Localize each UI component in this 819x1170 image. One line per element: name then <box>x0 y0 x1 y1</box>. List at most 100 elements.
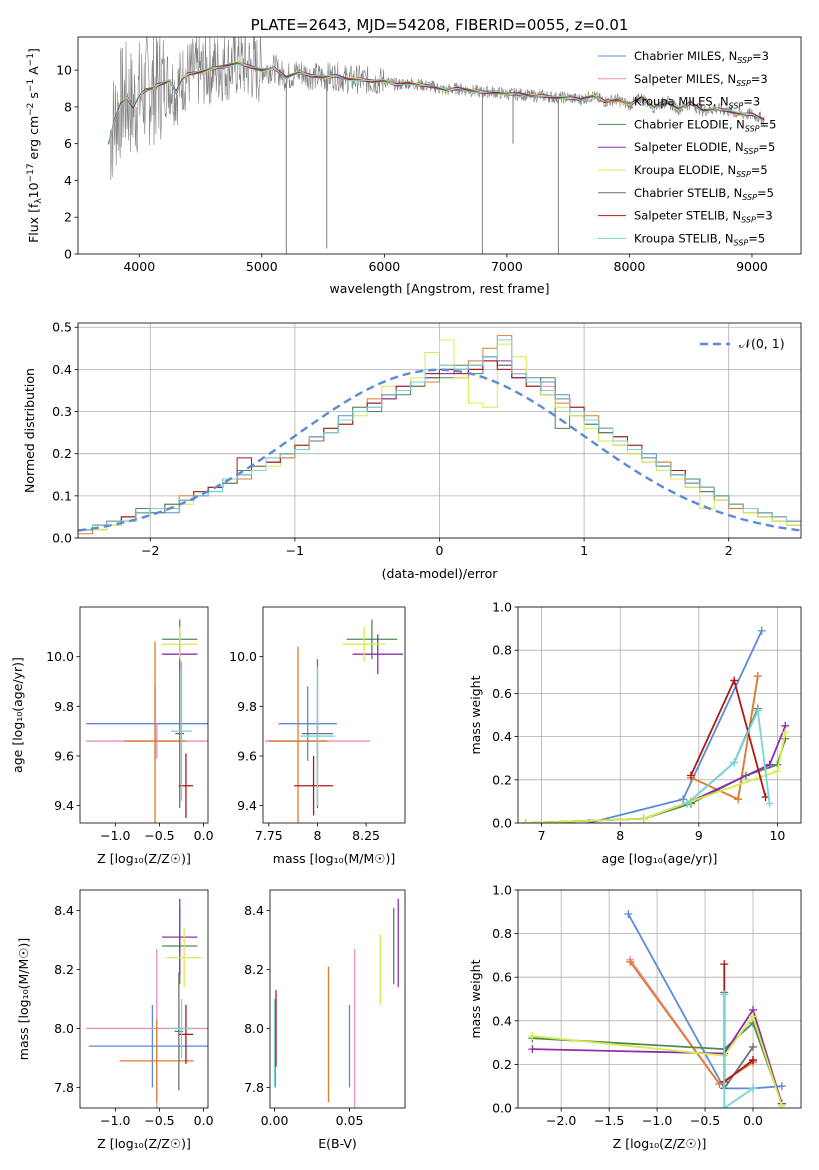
x-axis-label: Z [log₁₀(Z/Z☉)] <box>613 1136 707 1151</box>
plus-marker <box>749 1042 758 1051</box>
x-tick-label: −1.0 <box>100 828 130 843</box>
x-tick-label: 8.25 <box>352 828 380 843</box>
errorbar-point <box>170 661 193 801</box>
errorbar-point <box>352 634 404 675</box>
axes-frame <box>79 889 209 1109</box>
grid <box>78 323 801 539</box>
ticks: 7 8 9 10 0.0 0.2 0.4 0.6 0.8 1.0 <box>492 600 785 844</box>
plot-area <box>86 898 208 1108</box>
y-axis-label: Normed distribution <box>22 368 37 493</box>
x-tick-label: 10 <box>769 828 785 843</box>
y-tick-label: 9.4 <box>237 798 257 813</box>
mass-weight-line <box>723 992 754 1092</box>
plus-marker <box>757 626 766 635</box>
legend-label: Salpeter STELIB, NSSP=3 <box>634 209 773 225</box>
y-axis-label: mass weight <box>468 675 483 754</box>
x-axis-label: age [log₁₀(age/yr)] <box>602 851 718 866</box>
panel-massweight_vs_age: 7 8 9 10 0.0 0.2 0.4 0.6 0.8 1.0 age [log₁₀(age/yr… <box>468 600 802 866</box>
x-tick-label: −2 <box>141 543 159 558</box>
y-tick-label: 0.0 <box>492 816 512 831</box>
ticks: −1.0 −0.5 0.0 9.4 9.6 9.8 10.0 <box>46 649 213 843</box>
errorbar-point <box>268 646 328 823</box>
y-tick-label: 0.2 <box>52 446 72 461</box>
mass-weight-line <box>686 708 759 805</box>
x-axis-label: Z [log₁₀(Z/Z☉)] <box>97 1136 191 1151</box>
y-axis-label: Flux [fλ10−17 erg cm−2 s−1 A−1] <box>26 48 44 243</box>
errorbar-point <box>166 928 202 988</box>
errorbar-point <box>170 999 193 1058</box>
plus-marker <box>765 799 774 808</box>
panel-age_vs_Z: −1.0 −0.5 0.0 9.4 9.6 9.8 10.0 Z [log₁₀(Z/Z☉)] a… <box>10 606 214 866</box>
x-tick-label: 9 <box>695 828 703 843</box>
plus-marker <box>765 760 774 769</box>
plus-marker <box>521 819 530 823</box>
legend-label: Kroupa STELIB, NSSP=5 <box>634 231 765 247</box>
errorbar-point <box>162 898 198 976</box>
axes-frame <box>517 889 802 1109</box>
y-tick-label: 0.5 <box>52 320 72 335</box>
legend-label: Chabrier STELIB, NSSP=5 <box>634 186 774 202</box>
errorbar-point <box>119 1019 194 1103</box>
y-axis-label: age [log₁₀(age/yr)] <box>10 657 25 773</box>
y-tick-label: 8.2 <box>54 962 74 977</box>
y-tick-label: 0.4 <box>492 729 512 744</box>
y-tick-label: 7.8 <box>54 1080 74 1095</box>
x-axis-label: Z [log₁₀(Z/Z☉)] <box>97 851 191 866</box>
y-tick-label: 8.0 <box>244 1021 264 1036</box>
plus-marker <box>639 814 648 823</box>
y-tick-label: 9.6 <box>237 748 257 763</box>
plus-marker <box>720 1104 729 1108</box>
x-tick-label: −0.5 <box>690 1113 720 1128</box>
x-tick-label: 8000 <box>614 259 646 274</box>
mass-weight-line <box>532 1007 783 1104</box>
plot-area <box>108 37 765 254</box>
y-tick-label: 1.0 <box>492 600 512 615</box>
x-tick-label: 0.0 <box>743 1113 763 1128</box>
y-tick-label: 8.4 <box>54 903 74 918</box>
legend-label: Salpeter ELODIE, NSSP=5 <box>634 140 775 156</box>
plus-marker <box>626 957 635 966</box>
errorbar-point <box>342 626 386 662</box>
mass-weight-line <box>627 913 782 1090</box>
y-tick-label: 0.2 <box>492 1057 512 1072</box>
plus-marker <box>730 758 739 767</box>
legend-label: Chabrier ELODIE, NSSP=5 <box>634 117 776 133</box>
panel-mass_vs_EBV: 0.00 0.05 7.8 8.0 8.2 8.4 E(B-V) <box>244 889 406 1151</box>
x-tick-label: 0 <box>436 543 444 558</box>
plus-marker <box>753 706 762 715</box>
x-tick-label: −1.0 <box>642 1113 672 1128</box>
mass-weight-line <box>723 994 754 1108</box>
grid <box>518 889 801 1109</box>
y-tick-label: 0.0 <box>492 1101 512 1116</box>
y-tick-label: 10.0 <box>46 649 74 664</box>
x-tick-label: 4000 <box>123 259 155 274</box>
y-tick-label: 6 <box>64 136 72 151</box>
plus-marker <box>679 795 688 804</box>
plus-marker <box>715 1080 724 1089</box>
x-tick-label: −1 <box>286 543 304 558</box>
y-tick-label: 0.6 <box>492 970 512 985</box>
y-tick-label: 1.0 <box>492 883 512 898</box>
axes-frame <box>269 889 406 1109</box>
plus-marker <box>777 1101 786 1108</box>
plus-marker <box>624 909 633 918</box>
plot-area <box>264 619 404 823</box>
plus-marker <box>781 728 790 737</box>
panel-massweight_vs_Z: −2.0 −1.5 −1.0 −0.5 0.0 0.0 0.2 0.4 0.6 0.8 1.0 Z [… <box>468 883 802 1151</box>
plus-marker <box>734 795 743 804</box>
x-axis-label: mass [log₁₀(M/M☉)] <box>273 851 395 866</box>
plot-area <box>78 335 801 535</box>
ticks: 4000 5000 6000 7000 8000 9000 0 2 4 6 8 10 <box>56 63 768 274</box>
y-tick-label: 9.8 <box>54 699 74 714</box>
ticks: 0.00 0.05 7.8 8.0 8.2 8.4 <box>244 903 363 1128</box>
axes-frame <box>77 36 802 255</box>
plot-area <box>273 898 399 1108</box>
x-tick-label: 5000 <box>246 259 278 274</box>
y-tick-label: 10.0 <box>229 649 257 664</box>
chart-title: PLATE=2643, MJD=54208, FIBERID=0055, z=0… <box>251 16 629 34</box>
axes-frame <box>262 606 406 824</box>
x-tick-label: 9000 <box>736 259 768 274</box>
plus-marker <box>749 1012 758 1021</box>
x-tick-label: 7000 <box>491 259 523 274</box>
plot-area <box>86 619 208 823</box>
